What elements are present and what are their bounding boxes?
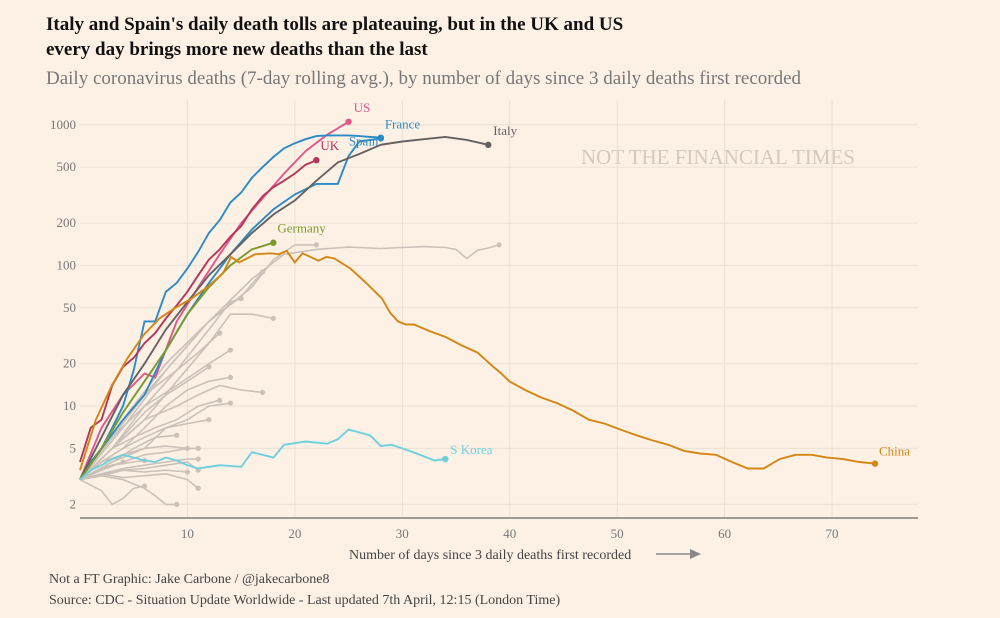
watermark: NOT THE FINANCIAL TIMES xyxy=(581,145,855,169)
chart-title: Italy and Spain's daily death tolls are … xyxy=(46,12,946,62)
background-country-endpoint xyxy=(227,400,234,406)
title-line-2: every day brings more new deaths than th… xyxy=(46,39,428,60)
y-tick-label: 20 xyxy=(63,356,76,371)
background-country-line xyxy=(79,399,220,481)
background-country-line xyxy=(79,472,199,489)
series-label-france: France xyxy=(385,116,421,131)
background-country-endpoint xyxy=(206,417,212,423)
highlight-series xyxy=(79,118,879,481)
background-country-endpoint xyxy=(120,459,126,465)
series-line-s-korea xyxy=(79,428,446,481)
series-line-china xyxy=(79,249,876,471)
series-endpoint-uk xyxy=(313,156,320,164)
background-country-endpoint xyxy=(195,456,201,462)
x-tick-label: 10 xyxy=(181,526,194,541)
series-label-uk: UK xyxy=(320,138,339,153)
series-line-spain xyxy=(79,134,381,481)
background-country-endpoint xyxy=(174,501,180,507)
background-country-line xyxy=(79,461,124,481)
background-country-line xyxy=(79,384,263,481)
background-country-endpoint xyxy=(217,330,223,336)
series-label-us: US xyxy=(354,100,371,115)
y-tick-label: 50 xyxy=(63,300,76,315)
background-country-endpoint xyxy=(174,432,180,438)
series-label-italy: Italy xyxy=(493,123,517,138)
background-series xyxy=(79,242,502,507)
background-country-line xyxy=(79,349,231,481)
y-tick-label: 2 xyxy=(70,496,77,511)
series-endpoint-china xyxy=(871,460,879,467)
background-country-endpoint xyxy=(206,364,212,370)
series-labels: US Spain France UK Italy Germany S Korea China xyxy=(277,100,910,459)
title-line-1: Italy and Spain's daily death tolls are … xyxy=(46,14,624,35)
chart-subtitle: Daily coronavirus deaths (7-day rolling … xyxy=(46,68,802,89)
background-country-endpoint xyxy=(260,389,266,396)
background-country-endpoint xyxy=(227,374,234,380)
series-endpoint-italy xyxy=(485,141,492,149)
background-country-endpoint xyxy=(260,269,266,275)
background-country-endpoint xyxy=(195,445,201,452)
background-country-endpoint xyxy=(217,397,223,403)
credit-note: Not a FT Graphic: Jake Carbone / @jakeca… xyxy=(49,572,330,587)
y-tick-label: 500 xyxy=(57,159,77,174)
y-tick-label: 200 xyxy=(57,215,77,230)
background-country-endpoint xyxy=(313,242,319,248)
background-country-endpoint xyxy=(496,242,502,248)
x-tick-label: 20 xyxy=(288,526,301,541)
series-label-china: China xyxy=(879,444,910,459)
x-tick-label: 70 xyxy=(826,526,839,541)
series-line-germany xyxy=(79,241,274,481)
background-country-line xyxy=(79,445,188,481)
axes: 10 20 30 40 50 60 70 2 5 10 20 50 100 200 500 1000 xyxy=(50,117,918,541)
background-country-endpoint xyxy=(270,315,276,322)
series-endpoint-us xyxy=(345,118,352,125)
background-country-endpoint xyxy=(184,469,191,475)
x-tick-label: 60 xyxy=(718,526,731,541)
x-tick-label: 50 xyxy=(611,526,624,541)
grid xyxy=(80,100,918,518)
x-tick-label: 30 xyxy=(396,526,409,541)
series-endpoint-france xyxy=(377,135,385,142)
background-country-endpoint xyxy=(195,485,201,491)
background-country-line xyxy=(79,478,145,506)
x-axis-arrow-icon xyxy=(656,549,701,559)
background-country-endpoint xyxy=(238,296,244,302)
series-label-germany: Germany xyxy=(277,221,326,236)
series-endpoint-s-korea xyxy=(442,455,449,463)
y-tick-label: 1000 xyxy=(50,117,76,132)
x-axis-label: Number of days since 3 daily deaths firs… xyxy=(349,548,631,563)
background-country-line xyxy=(79,474,177,506)
y-tick-label: 10 xyxy=(63,398,76,413)
series-line-france xyxy=(79,137,381,481)
series-label-spain: Spain xyxy=(349,134,379,149)
y-tick-label: 5 xyxy=(70,440,77,455)
series-line-uk xyxy=(79,159,317,463)
background-country-endpoint xyxy=(227,347,234,353)
series-endpoint-germany xyxy=(270,239,277,246)
x-tick-label: 40 xyxy=(503,526,516,541)
series-label-s-korea: S Korea xyxy=(450,442,492,457)
source-note: Source: CDC - Situation Update Worldwide… xyxy=(49,593,561,608)
y-tick-label: 100 xyxy=(57,257,77,272)
series-line-italy xyxy=(79,135,489,481)
